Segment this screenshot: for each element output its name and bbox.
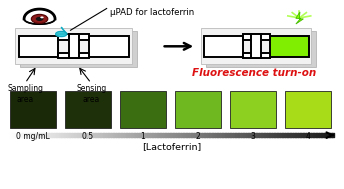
Bar <box>204 36 243 57</box>
Bar <box>230 91 276 128</box>
Bar <box>251 34 261 58</box>
Bar <box>120 91 166 128</box>
Polygon shape <box>20 31 137 67</box>
Text: μPAD for lactoferrin: μPAD for lactoferrin <box>110 8 194 17</box>
Text: Sensing
area: Sensing area <box>76 84 106 104</box>
Bar <box>175 91 221 128</box>
Circle shape <box>40 16 44 18</box>
Bar <box>69 34 79 58</box>
Circle shape <box>36 17 43 21</box>
Text: 2: 2 <box>196 132 200 141</box>
Polygon shape <box>296 12 303 24</box>
Text: Fluorescence turn-on: Fluorescence turn-on <box>192 68 317 78</box>
Bar <box>243 53 270 58</box>
Bar <box>65 91 111 128</box>
Bar <box>270 36 309 57</box>
Text: 0.5: 0.5 <box>82 132 94 141</box>
Bar <box>58 34 89 40</box>
Text: Sampling
area: Sampling area <box>7 84 43 104</box>
Polygon shape <box>56 27 67 37</box>
Polygon shape <box>206 31 316 67</box>
Bar <box>89 36 129 57</box>
Text: 3: 3 <box>250 132 256 141</box>
Bar <box>201 28 311 64</box>
Bar <box>285 91 331 128</box>
Bar <box>19 36 58 57</box>
Text: 1: 1 <box>141 132 145 141</box>
Bar <box>243 34 270 40</box>
Text: [Lactoferrin]: [Lactoferrin] <box>142 142 202 151</box>
Text: 4: 4 <box>305 132 311 141</box>
Polygon shape <box>24 9 55 24</box>
Bar <box>15 28 132 64</box>
Bar <box>10 91 56 128</box>
Circle shape <box>31 14 48 23</box>
Bar <box>58 53 89 58</box>
Text: 0 mg/mL: 0 mg/mL <box>16 132 50 141</box>
